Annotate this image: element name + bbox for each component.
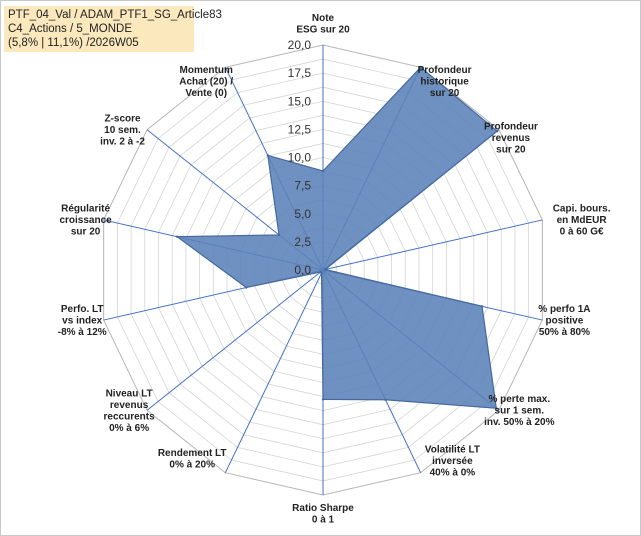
axis-label-13-line-2: Vente (0)	[185, 88, 227, 99]
data-point-7	[321, 398, 325, 401]
axis-label-12-line-0: Z-score	[104, 114, 141, 125]
axis-label-13-line-0: Momentum	[180, 65, 233, 76]
axis-label-1-line-2: sur 20	[430, 88, 460, 99]
chart-title-box: PTF_04_Val / ADAM_PTF1_SG_Article83 C4_A…	[4, 6, 222, 52]
tick-label-8: 20,0	[288, 38, 312, 52]
axis-label-10-line-2: -8% à 12%	[58, 327, 107, 338]
axis-label-8: Rendement LT0% à 20%	[158, 448, 227, 471]
axis-label-2-line-1: revenus	[492, 133, 531, 144]
axis-label-8-line-0: Rendement LT	[158, 448, 227, 459]
axis-label-12-line-2: inv. 2 à -2	[100, 137, 145, 148]
axis-label-0-line-0: Note	[312, 13, 335, 24]
spoke-9	[146, 269, 324, 411]
axis-label-1-line-1: historique	[420, 77, 469, 88]
axis-label-2-line-0: Profondeur	[484, 122, 538, 133]
tick-label-0: 0,0	[294, 263, 311, 277]
axis-label-6-line-2: 40% à 0%	[430, 468, 476, 479]
data-point-5	[495, 406, 498, 410]
title-line-1: PTF_04_Val / ADAM_PTF1_SG_Article83	[8, 9, 222, 21]
tick-label-1: 2,5	[294, 235, 311, 249]
data-point-1	[419, 66, 422, 69]
axis-label-3-line-0: Capi. bours.	[553, 204, 611, 215]
axis-label-11-line-1: croissance	[59, 215, 112, 226]
data-point-13	[266, 154, 270, 157]
axis-label-10-line-1: vs index	[62, 315, 102, 326]
axis-label-7-line-0: Ratio Sharpe	[292, 503, 354, 514]
axis-label-8-line-1: 0% à 20%	[169, 460, 215, 471]
axis-label-9-line-1: revenus	[110, 400, 149, 411]
tick-label-5: 12,5	[288, 122, 312, 136]
axis-label-3-line-2: 0 à 60 G€	[560, 227, 604, 238]
axis-label-9-line-3: 0% à 6%	[109, 423, 149, 434]
axis-label-9-line-2: reccurents	[104, 411, 156, 422]
axis-label-4-line-1: positive	[546, 315, 584, 326]
data-point-11	[175, 235, 179, 238]
axis-label-5-line-2: inv. 50% à 20%	[484, 417, 555, 428]
axis-label-13-line-1: Achat (20) /	[179, 77, 233, 88]
title-line-3: (5,8% | 11,1%) /2026W05	[8, 37, 139, 49]
data-point-9	[319, 270, 322, 274]
axis-label-5-line-1: sur 1 sem.	[495, 406, 545, 417]
radar-series	[175, 66, 499, 410]
axis-label-10-line-0: Perfo. LT	[61, 304, 104, 315]
axis-label-6-line-0: Volatilité LT	[425, 445, 480, 456]
axis-label-1-line-0: Profondeur	[418, 65, 472, 76]
axis-label-4-line-2: 50% à 80%	[539, 327, 590, 338]
axis-label-0-line-1: ESG sur 20	[296, 25, 350, 36]
spoke-3	[322, 219, 543, 271]
data-point-12	[277, 233, 281, 237]
axis-label-3-line-1: en MdEUR	[557, 215, 608, 226]
data-point-4	[480, 305, 484, 308]
tick-label-4: 10,0	[288, 151, 312, 165]
axis-label-9-line-0: Niveau LT	[106, 388, 153, 399]
axis-label-6-line-1: inversée	[432, 456, 473, 467]
axis-label-7-line-1: 0 à 1	[312, 515, 335, 526]
tick-label-3: 7,5	[294, 179, 311, 193]
axis-label-5-line-0: % perte max.	[488, 394, 550, 405]
radar-tick-labels: 0,0 2,5 5,0 7,5 10,0 12,5 15,0 17,5 20,0	[288, 38, 312, 277]
data-point-0	[321, 169, 325, 173]
tick-label-6: 15,0	[288, 94, 312, 108]
data-point-3	[323, 268, 327, 271]
data-point-10	[245, 286, 248, 289]
tick-label-2: 5,0	[294, 207, 311, 221]
axis-label-5: % perte max.sur 1 sem.inv. 50% à 20%	[484, 394, 555, 428]
title-line-2: C4_Actions / 5_MONDE	[8, 23, 132, 35]
axis-label-2-line-2: sur 20	[496, 145, 526, 156]
tick-label-7: 17,5	[288, 66, 312, 80]
axis-label-11-line-2: sur 20	[71, 227, 101, 238]
data-point-6	[384, 398, 387, 401]
data-point-2	[495, 129, 499, 133]
spoke-8	[224, 269, 324, 473]
axis-label-4-line-0: % perfo 1A	[538, 304, 590, 315]
axis-label-11-line-0: Régularité	[61, 204, 110, 215]
axis-label-12-line-1: 10 sem.	[104, 125, 141, 136]
